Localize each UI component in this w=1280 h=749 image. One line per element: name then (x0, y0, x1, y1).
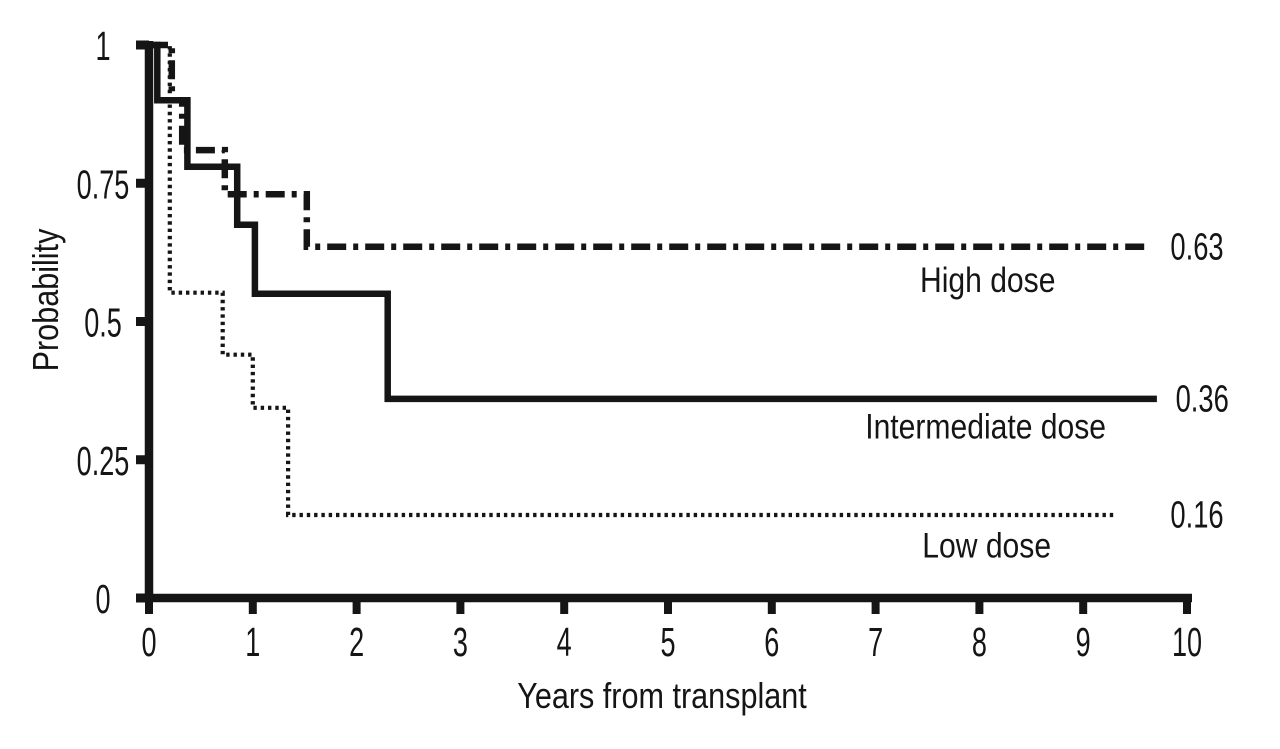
x-tick-label-text: 6 (764, 621, 779, 666)
value-label-0-16-text: 0.16 (1170, 494, 1223, 536)
y-tick-label-text: 0.5 (84, 301, 122, 346)
y-axis-title-text: Probability (27, 228, 67, 371)
y-tick-label: 0.25 (77, 439, 130, 484)
x-tick-label-text: 7 (868, 621, 883, 666)
y-tick-label-text: 0.25 (77, 439, 130, 484)
x-tick-label: 4 (557, 621, 572, 666)
series-label-intermediate-dose-text: Intermediate dose (865, 406, 1106, 446)
x-tick-label-text: 8 (972, 621, 987, 666)
series-line-low-dose (149, 42, 1114, 518)
x-axis-title: Years from transplant (517, 677, 807, 717)
x-tick-label: 0 (141, 621, 156, 666)
x-tick-label: 6 (764, 621, 779, 666)
x-tick-label-text: 2 (349, 621, 364, 666)
series-label-high-dose-text: High dose (920, 260, 1055, 300)
series-line-high-dose (149, 41, 1150, 251)
x-tick-label-text: 4 (557, 621, 572, 666)
value-label-0-63-text: 0.63 (1170, 226, 1223, 268)
x-axis-title-text: Years from transplant (517, 677, 807, 717)
x-tick-label: 1 (245, 621, 260, 666)
value-label-0-63: 0.63 (1170, 226, 1223, 268)
value-label-0-16: 0.16 (1170, 494, 1223, 536)
x-tick-label: 10 (1172, 621, 1202, 666)
y-tick-label: 1 (95, 25, 110, 70)
value-label-0-36-text: 0.36 (1176, 378, 1229, 420)
series-line-intermediate-dose (149, 41, 1157, 403)
series-label-high-dose: High dose (920, 260, 1055, 300)
y-tick-label: 0.75 (77, 163, 130, 208)
series-label-low-dose-text: Low dose (922, 525, 1051, 565)
x-tick-label-text: 3 (453, 621, 468, 666)
y-tick-label-text: 0.75 (77, 163, 130, 208)
y-tick-label-text: 1 (95, 25, 110, 70)
y-tick-label: 0.5 (84, 301, 122, 346)
x-tick-label-text: 9 (1076, 621, 1091, 666)
series-label-intermediate-dose: Intermediate dose (865, 406, 1106, 446)
x-tick-label: 8 (972, 621, 987, 666)
x-tick-label: 3 (453, 621, 468, 666)
x-tick-label: 7 (868, 621, 883, 666)
value-label-0-36: 0.36 (1176, 378, 1229, 420)
series-label-low-dose: Low dose (922, 525, 1051, 565)
x-tick-label-text: 0 (141, 621, 156, 666)
x-tick-label: 5 (660, 621, 675, 666)
y-axis-title: Probability (27, 228, 67, 371)
x-tick-label-text: 1 (245, 621, 260, 666)
x-tick-label-text: 10 (1172, 621, 1202, 666)
x-tick-label: 9 (1076, 621, 1091, 666)
x-tick-label: 2 (349, 621, 364, 666)
x-tick-label-text: 5 (660, 621, 675, 666)
y-tick-label-text: 0 (95, 578, 110, 623)
y-tick-label: 0 (95, 578, 110, 623)
